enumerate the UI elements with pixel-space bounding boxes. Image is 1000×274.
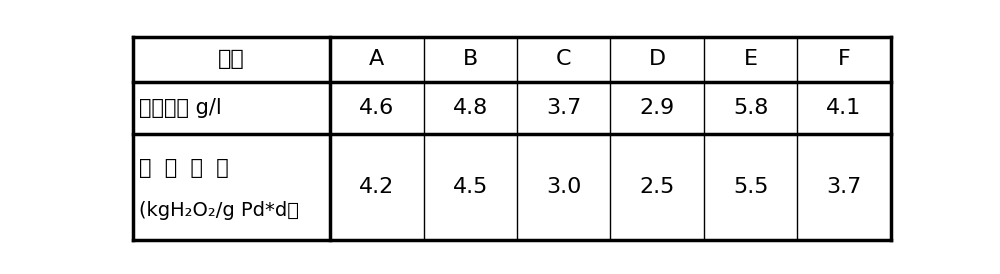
Text: 氢化效率 g/l: 氢化效率 g/l [139, 98, 222, 118]
Text: 2.9: 2.9 [640, 98, 675, 118]
Text: A: A [369, 49, 385, 69]
Text: (kgH₂O₂/g Pd*d）: (kgH₂O₂/g Pd*d） [139, 201, 299, 220]
Text: F: F [838, 49, 850, 69]
Text: 名称: 名称 [218, 49, 245, 69]
Text: 4.8: 4.8 [453, 98, 488, 118]
Text: 4.1: 4.1 [826, 98, 862, 118]
Text: 3.7: 3.7 [826, 177, 862, 197]
Text: 5.5: 5.5 [733, 177, 768, 197]
Text: B: B [463, 49, 478, 69]
Text: 4.6: 4.6 [359, 98, 395, 118]
Text: 4.2: 4.2 [359, 177, 395, 197]
Text: 2.5: 2.5 [639, 177, 675, 197]
Text: 3.0: 3.0 [546, 177, 581, 197]
Text: E: E [744, 49, 758, 69]
Text: 5.8: 5.8 [733, 98, 768, 118]
Text: 3.7: 3.7 [546, 98, 581, 118]
Text: D: D [649, 49, 666, 69]
Text: 4.5: 4.5 [453, 177, 488, 197]
Text: 时  空  产  率: 时 空 产 率 [139, 158, 229, 178]
Text: C: C [556, 49, 572, 69]
